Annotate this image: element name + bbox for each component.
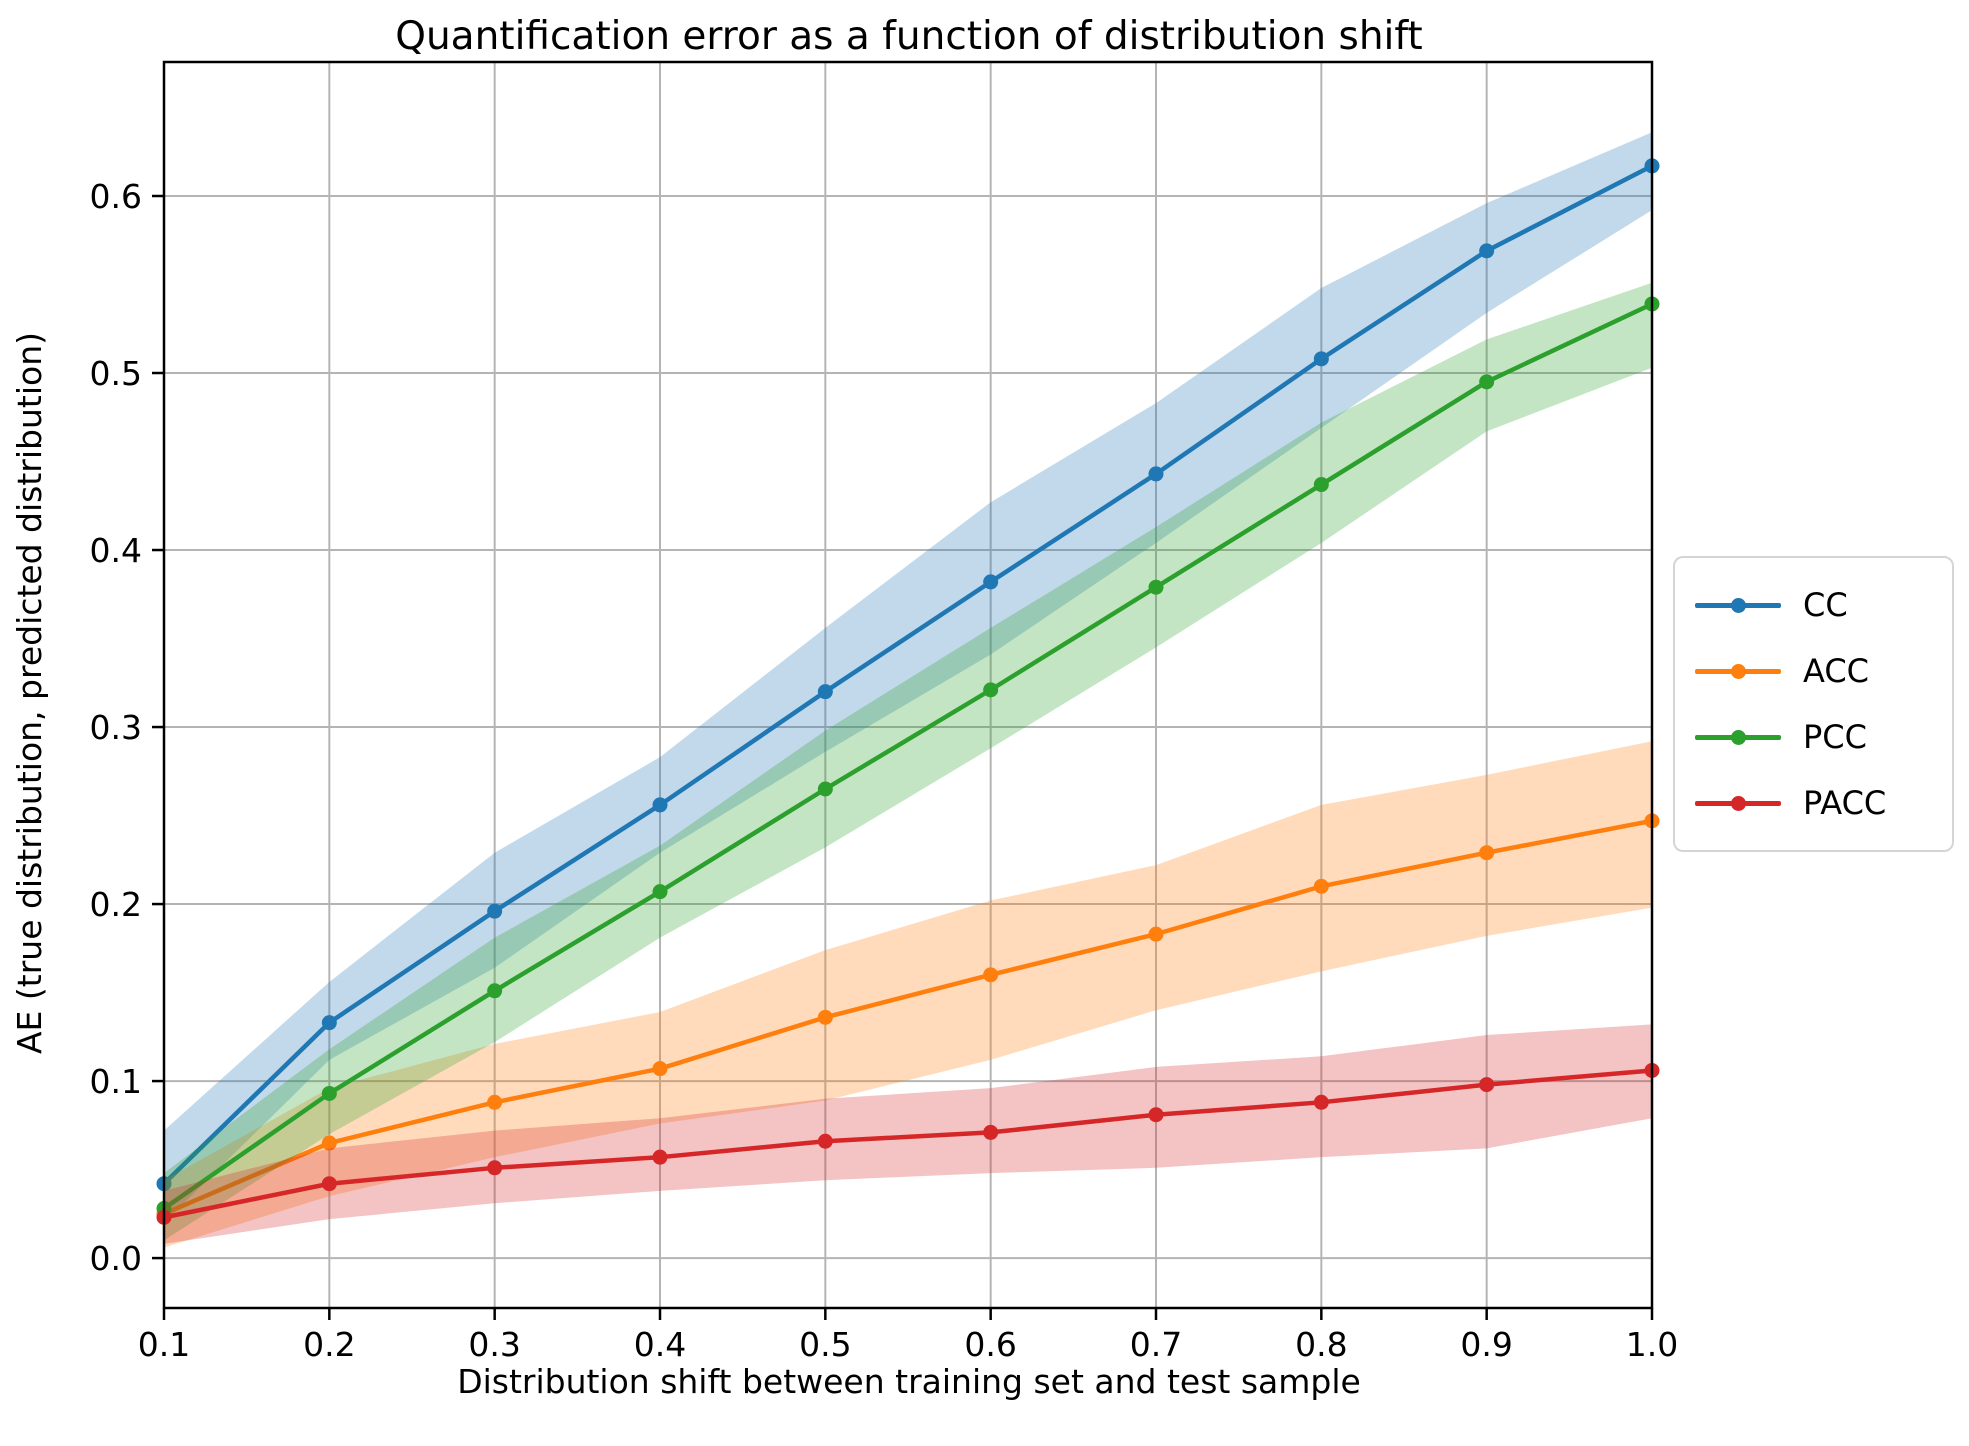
data-point-cc: [1479, 243, 1495, 259]
legend-entry-acc: ACC: [1695, 638, 1932, 704]
x-tick-label: 0.9: [1460, 1325, 1512, 1364]
data-point-acc: [1148, 926, 1164, 942]
y-tick-label: 0.5: [90, 354, 142, 393]
data-point-acc: [817, 1009, 833, 1025]
x-tick-label: 0.8: [1295, 1325, 1347, 1364]
data-point-pacc: [817, 1133, 833, 1149]
y-tick-label: 0.1: [90, 1062, 142, 1101]
data-point-pcc: [487, 983, 503, 999]
data-point-pacc: [983, 1124, 999, 1140]
x-tick-label: 1.0: [1626, 1325, 1678, 1364]
legend-entry-pcc: PCC: [1695, 704, 1932, 770]
y-tick-label: 0.3: [90, 708, 142, 747]
legend-line-sample-acc: [1695, 662, 1781, 680]
data-point-cc: [321, 1015, 337, 1031]
data-point-cc: [487, 903, 503, 919]
data-point-pacc: [487, 1160, 503, 1176]
series-line-pcc: [162, 301, 1653, 1211]
data-point-pcc: [817, 781, 833, 797]
x-tick-label: 0.1: [138, 1325, 190, 1364]
series-line-pacc: [163, 1068, 1653, 1220]
data-point-acc: [983, 967, 999, 983]
data-point-cc: [652, 797, 668, 813]
data-point-acc: [1479, 845, 1495, 861]
data-point-cc: [1313, 351, 1329, 367]
y-tick-label: 0.6: [90, 177, 142, 216]
data-point-pacc: [652, 1149, 668, 1165]
y-tick-label: 0.4: [90, 531, 142, 570]
x-tick-label: 0.7: [1130, 1325, 1182, 1364]
data-point-pcc: [1148, 579, 1164, 595]
legend-line-sample-pcc: [1695, 728, 1781, 746]
data-point-pacc: [1148, 1107, 1164, 1123]
x-tick-label: 0.2: [303, 1325, 355, 1364]
legend-line-sample-pacc: [1695, 794, 1781, 812]
data-point-acc: [487, 1094, 503, 1110]
legend-entry-pacc: PACC: [1695, 770, 1932, 836]
data-point-pcc: [1479, 374, 1495, 390]
data-point-cc: [817, 684, 833, 700]
axes-spines: [162, 60, 1654, 1310]
x-tick-label: 0.4: [634, 1325, 686, 1364]
data-point-pacc: [1313, 1094, 1329, 1110]
data-point-pacc: [321, 1176, 337, 1192]
confidence-band-pacc: [164, 1024, 1652, 1244]
data-point-acc: [1313, 878, 1329, 894]
legend-line-sample-cc: [1695, 596, 1781, 614]
y-tick-label: 0.2: [90, 885, 142, 924]
data-point-acc: [652, 1061, 668, 1077]
data-point-pacc: [1479, 1077, 1495, 1093]
y-axis-label: AE (true distribution, predicted distrib…: [10, 332, 49, 1055]
data-point-cc: [983, 574, 999, 590]
legend-label-cc: CC: [1803, 586, 1848, 624]
confidence-band-pcc: [164, 282, 1652, 1241]
legend-entry-cc: CC: [1695, 572, 1932, 638]
x-axis-label: Distribution shift between training set …: [457, 1362, 1361, 1401]
legend: CC ACC PCC PACC: [1673, 556, 1954, 852]
data-point-pcc: [321, 1085, 337, 1101]
x-tick-label: 0.6: [964, 1325, 1016, 1364]
chart-title: Quantification error as a function of di…: [395, 14, 1423, 59]
y-tick-label: 0.0: [90, 1239, 142, 1278]
data-point-acc: [321, 1135, 337, 1151]
data-point-pcc: [983, 682, 999, 698]
data-point-pcc: [1313, 477, 1329, 493]
data-point-pcc: [652, 884, 668, 900]
legend-label-pcc: PCC: [1803, 718, 1867, 756]
x-tick-label: 0.3: [468, 1325, 520, 1364]
legend-label-pacc: PACC: [1803, 784, 1887, 822]
data-point-cc: [1148, 466, 1164, 482]
legend-label-acc: ACC: [1803, 652, 1870, 690]
confidence-band-cc: [164, 132, 1652, 1223]
series-line-cc: [162, 163, 1654, 1186]
series-line-acc: [163, 818, 1653, 1216]
x-tick-label: 0.5: [799, 1325, 851, 1364]
